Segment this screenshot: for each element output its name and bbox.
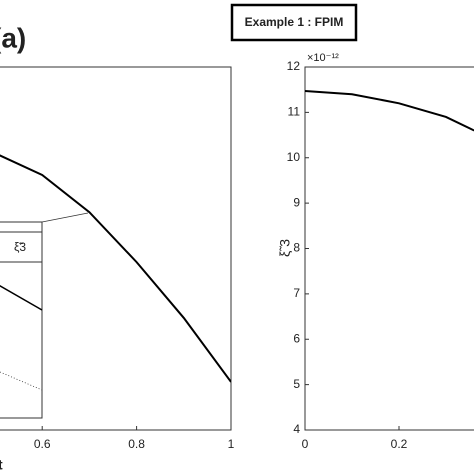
x-tick-label: 1 — [228, 437, 235, 451]
y-tick-label: 8 — [293, 241, 300, 255]
x-tick-label: 0 — [302, 437, 309, 451]
x-axis-label: t — [0, 457, 3, 473]
axes-box — [0, 66, 232, 431]
y-tick-label: 11 — [288, 105, 301, 119]
legend-label: ξ̃3 — [14, 240, 26, 254]
x-tick-label: 0.6 — [34, 437, 51, 451]
x-tick-label: 0.8 — [128, 437, 145, 451]
y-tick-label: 9 — [293, 195, 300, 209]
y-axis-label: ξ̃ 3 — [277, 239, 293, 257]
y-tick-label: 6 — [293, 331, 300, 345]
axes-box — [304, 66, 474, 431]
line-series — [0, 154, 231, 383]
y-exponent: ×10⁻¹² — [307, 52, 339, 64]
y-tick-label: 5 — [293, 377, 300, 391]
x-tick-label: 0.2 — [391, 437, 408, 451]
line-series — [305, 90, 474, 132]
chart-title: Example 1 : FPIM — [245, 15, 344, 29]
y-tick-label: 12 — [287, 59, 301, 73]
inset — [0, 212, 89, 419]
panel-label: (a) — [0, 22, 26, 53]
y-tick-label: 10 — [287, 150, 301, 164]
y-tick-label: 7 — [293, 286, 300, 300]
title-box — [230, 3, 358, 42]
y-tick-label: 4 — [293, 422, 300, 436]
